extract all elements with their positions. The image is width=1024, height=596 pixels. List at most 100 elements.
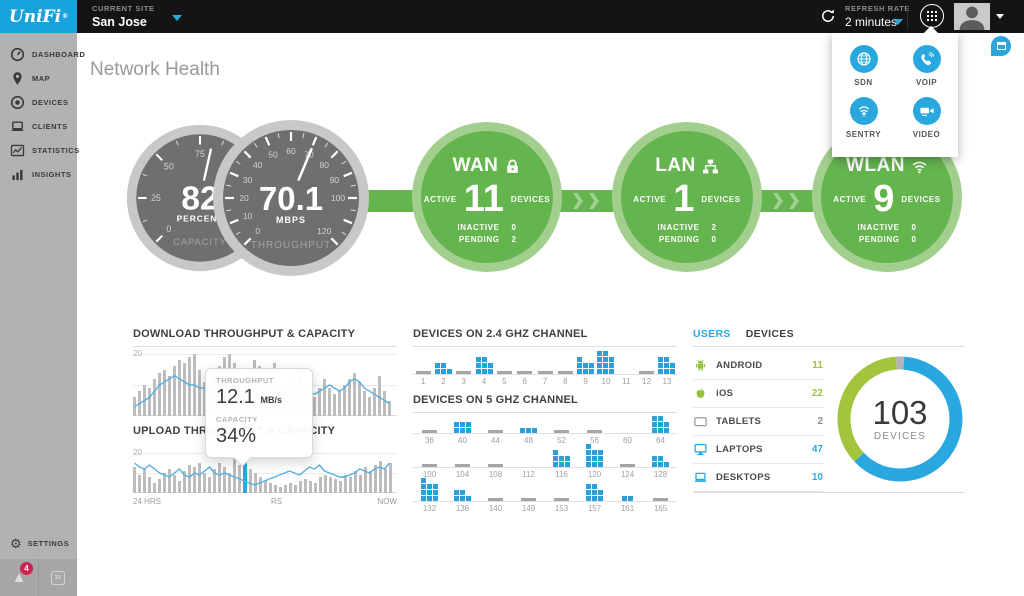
svg-text:30: 30 bbox=[243, 175, 253, 185]
chart-bar bbox=[213, 469, 216, 493]
wifi-icon bbox=[911, 158, 928, 175]
notification-bubble-icon[interactable] bbox=[991, 36, 1011, 56]
channel-153-marker bbox=[545, 498, 578, 501]
chart-bar bbox=[319, 477, 322, 493]
device-square bbox=[440, 368, 446, 374]
device-square bbox=[577, 356, 583, 362]
avatar[interactable] bbox=[954, 3, 990, 30]
apps-grid-button[interactable] bbox=[920, 4, 944, 28]
device-square bbox=[652, 455, 657, 461]
desktop-icon bbox=[693, 470, 708, 485]
channel-140-marker bbox=[479, 498, 512, 501]
chart-bar bbox=[334, 479, 337, 493]
chart-bar bbox=[378, 375, 381, 416]
chart-bar bbox=[379, 461, 382, 493]
device-square bbox=[586, 461, 591, 467]
channel-dash bbox=[620, 464, 635, 467]
sidebar-item-insights[interactable]: INSIGHTS bbox=[0, 162, 77, 186]
tablet-icon bbox=[693, 414, 708, 429]
device-square bbox=[586, 449, 591, 455]
lan-health-circle[interactable]: LAN ACTIVE 1 DEVICES INACTIVE 2 PENDING 0 bbox=[612, 122, 762, 272]
calendar-icon: 31 bbox=[51, 570, 65, 585]
device-square bbox=[664, 368, 670, 374]
app-item-sdn[interactable]: SDN bbox=[832, 45, 895, 87]
channels-2g-chart[interactable] bbox=[413, 347, 677, 375]
svg-text:PERCENT: PERCENT bbox=[177, 213, 224, 223]
chart-bar bbox=[138, 391, 141, 416]
wan-health-circle[interactable]: WAN ACTIVE 11 DEVICES INACTIVE 0 PENDING 2 bbox=[412, 122, 562, 272]
channel-label: 13 bbox=[662, 377, 672, 386]
globe-icon bbox=[849, 45, 878, 73]
channel-56-marker bbox=[578, 430, 611, 433]
channel-label: 8 bbox=[563, 377, 568, 386]
tab-devices[interactable]: DEVICES bbox=[745, 328, 794, 340]
device-square bbox=[652, 415, 657, 421]
lan-inactive-count: 2 bbox=[711, 223, 717, 232]
channel-dash bbox=[488, 498, 503, 501]
chart-bar bbox=[354, 471, 357, 493]
unifi-logo[interactable]: UniFi ® bbox=[0, 0, 77, 33]
app-item-voip[interactable]: VOIP bbox=[895, 45, 958, 87]
chart-bar bbox=[264, 481, 267, 493]
device-square bbox=[586, 455, 591, 461]
device-square bbox=[598, 455, 603, 461]
active-label: ACTIVE bbox=[423, 194, 457, 204]
refresh-rate-caret-icon[interactable] bbox=[893, 19, 903, 25]
device-square bbox=[592, 495, 597, 501]
sidebar-item-clients[interactable]: CLIENTS bbox=[0, 114, 77, 138]
app-item-sentry[interactable]: SENTRY bbox=[832, 97, 895, 139]
chart-bar bbox=[223, 467, 226, 493]
device-square bbox=[592, 483, 597, 489]
device-square bbox=[475, 356, 481, 362]
device-square bbox=[460, 421, 465, 427]
alerts-button[interactable]: ▲ 4 bbox=[0, 559, 39, 596]
channel-8-marker bbox=[555, 371, 575, 374]
sidebar-item-devices[interactable]: DEVICES bbox=[0, 90, 77, 114]
channel-label: 4 bbox=[481, 377, 487, 386]
app-item-video[interactable]: VIDEO bbox=[895, 97, 958, 139]
site-caret-icon[interactable] bbox=[172, 15, 182, 21]
channel-label: 108 bbox=[488, 470, 503, 479]
chart-bar bbox=[153, 378, 156, 416]
chart-bar bbox=[349, 477, 352, 493]
sidebar-item-dashboard[interactable]: DASHBOARD bbox=[0, 42, 85, 66]
refresh-icon[interactable] bbox=[820, 8, 836, 24]
wan-inactive-count: 0 bbox=[511, 223, 517, 232]
channels-5g-row2-chart[interactable] bbox=[413, 443, 677, 468]
site-selector[interactable]: CURRENT SITE San Jose bbox=[92, 4, 155, 29]
chart-bar bbox=[383, 391, 386, 416]
device-square bbox=[609, 368, 615, 374]
chart-bar bbox=[259, 477, 262, 493]
device-square bbox=[586, 489, 591, 495]
refresh-rate-selector[interactable]: REFRESH RATE 2 minutes bbox=[845, 4, 910, 29]
channels-5g-row1-chart[interactable] bbox=[413, 413, 677, 434]
channel-label: 120 bbox=[587, 470, 602, 479]
events-button[interactable]: 31 bbox=[39, 559, 77, 596]
channel-52-marker bbox=[545, 430, 578, 433]
channels-5g-row3-chart[interactable] bbox=[413, 477, 677, 502]
svg-text:120: 120 bbox=[317, 226, 331, 236]
chart-bar bbox=[374, 465, 377, 493]
clients-tabs: USERS DEVICES bbox=[693, 328, 965, 340]
tab-users[interactable]: USERS bbox=[693, 328, 731, 340]
chart-bar bbox=[389, 463, 392, 493]
svg-text:0: 0 bbox=[255, 226, 260, 236]
sidebar-item-statistics[interactable]: STATISTICS bbox=[0, 138, 79, 162]
connector-wan-lan bbox=[556, 190, 616, 212]
device-square bbox=[433, 489, 438, 495]
channel-6-marker bbox=[515, 371, 535, 374]
sidebar-item-map[interactable]: MAP bbox=[0, 66, 77, 90]
avatar-caret-icon[interactable] bbox=[996, 14, 1004, 19]
chart-bar bbox=[323, 378, 326, 416]
chart-bar bbox=[208, 477, 211, 493]
chart-bar bbox=[373, 388, 376, 416]
channel-149-marker bbox=[512, 498, 545, 501]
gear-icon: ⚙ bbox=[10, 536, 22, 551]
upload-chart[interactable]: 20 bbox=[133, 448, 397, 493]
device-square bbox=[421, 483, 426, 489]
sidebar-item-settings[interactable]: ⚙ SETTINGS bbox=[10, 537, 69, 550]
connector-lan-wlan bbox=[756, 190, 816, 212]
svg-text:80: 80 bbox=[319, 160, 329, 170]
channel-116-marker bbox=[545, 449, 578, 467]
